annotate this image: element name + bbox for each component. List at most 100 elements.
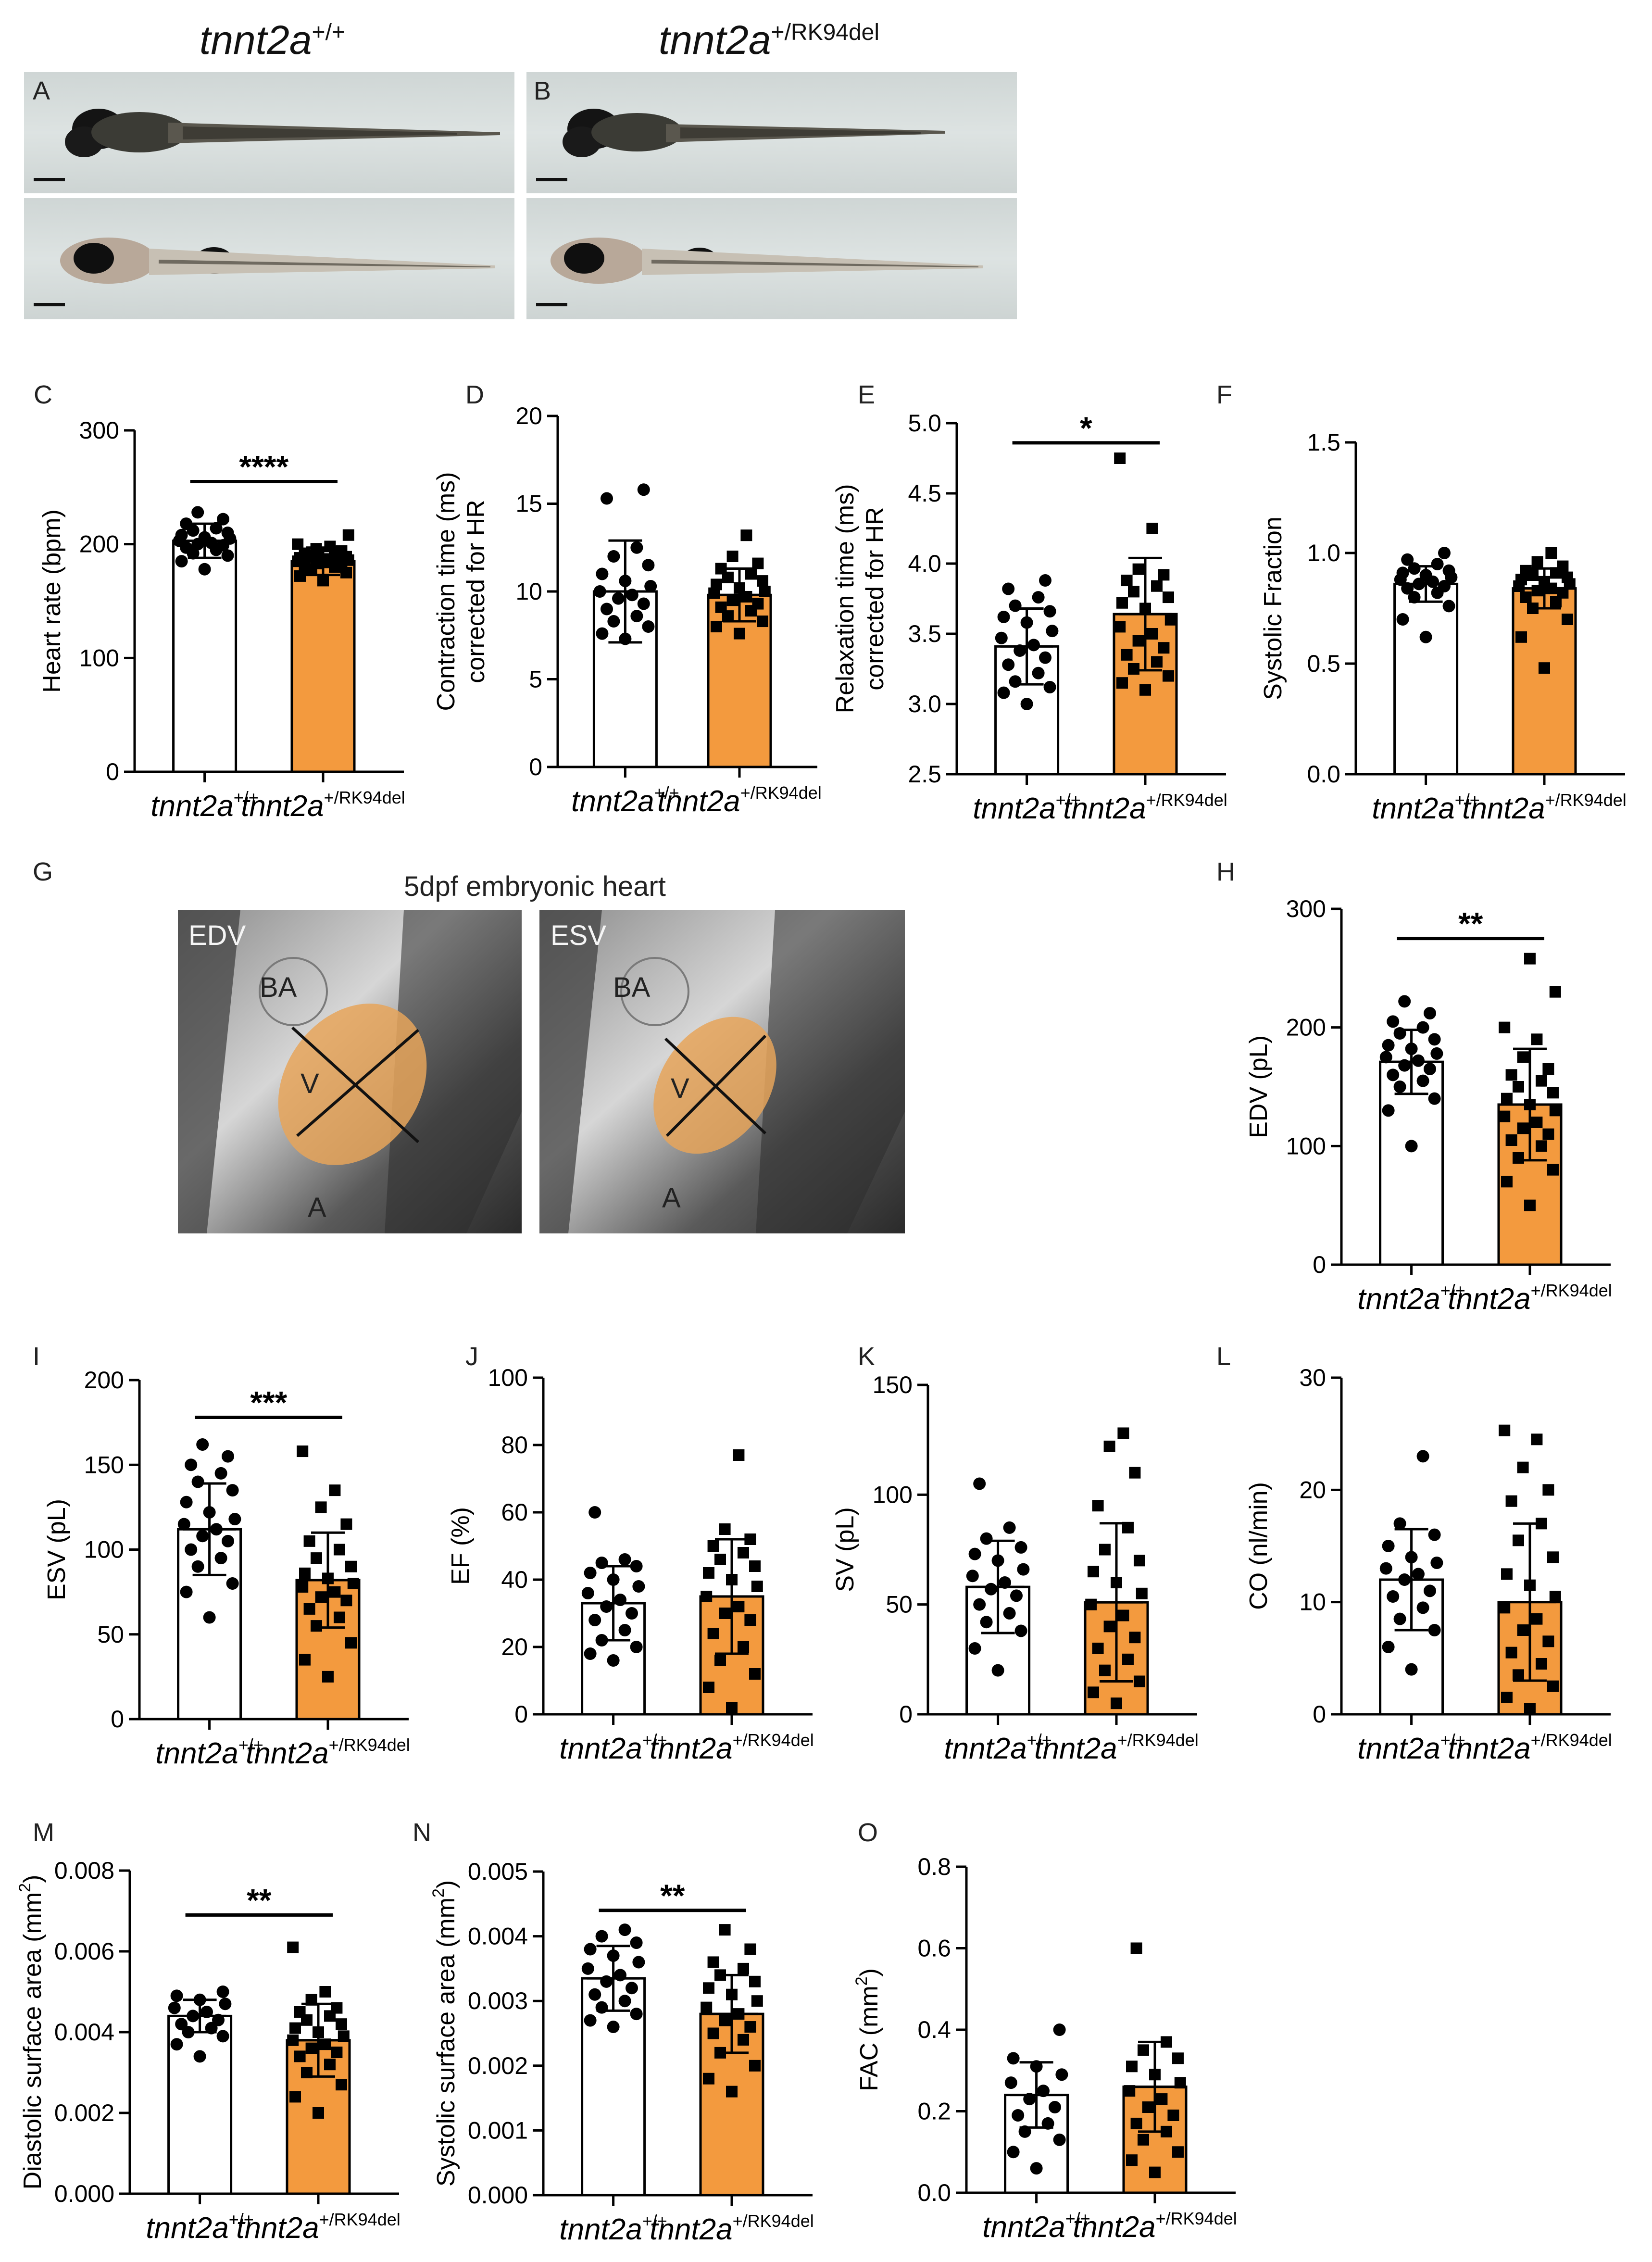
y-tick-label: 0.005 xyxy=(468,1858,528,1885)
heart-panel-title: 5dpf embryonic heart xyxy=(404,871,666,902)
y-axis-label-text: Diastolic surface area (mm xyxy=(19,1892,47,2189)
data-point-wt xyxy=(1387,1015,1400,1028)
category-label-sup: +/RK94del xyxy=(1146,790,1227,810)
heart-esv-label: ESV xyxy=(551,920,607,951)
data-point-wt xyxy=(581,1587,594,1599)
data-point-mut xyxy=(715,601,727,613)
panel-label-j: J xyxy=(465,1342,478,1371)
data-point-mut xyxy=(738,1547,749,1558)
data-point-wt xyxy=(618,1995,631,2008)
data-point-mut xyxy=(1129,1467,1141,1479)
chart-contraction-time: 05101520tnnt2a+/+tnnt2a+/RK94delContract… xyxy=(433,404,822,818)
data-point-mut xyxy=(1547,1680,1559,1692)
data-point-mut xyxy=(1163,591,1174,603)
y-tick-label: 60 xyxy=(501,1499,528,1526)
category-label-sup: +/+ xyxy=(654,783,679,803)
data-point-mut xyxy=(317,575,329,587)
data-point-wt xyxy=(1003,1607,1016,1620)
category-label-sup: +/+ xyxy=(234,788,259,807)
data-point-mut xyxy=(1164,614,1176,626)
data-point-mut xyxy=(1542,1484,1554,1496)
data-point-wt xyxy=(1007,2146,1020,2159)
data-point-wt xyxy=(1408,591,1421,603)
data-point-mut xyxy=(707,1628,719,1639)
data-point-mut xyxy=(305,2042,317,2054)
header-wt-sup: +/+ xyxy=(312,20,345,45)
category-label-wt: tnnt2a+/+ xyxy=(155,1735,263,1770)
data-point-wt xyxy=(175,555,188,568)
y-tick-label: 15 xyxy=(515,490,542,517)
heart-esv-v-label: V xyxy=(671,1073,689,1104)
data-point-wt xyxy=(180,1495,193,1508)
data-point-mut xyxy=(1151,656,1163,668)
y-axis-label-sup: 2 xyxy=(852,1976,871,1986)
data-point-mut xyxy=(1163,670,1174,682)
data-point-mut xyxy=(1517,1122,1529,1134)
data-point-mut xyxy=(1505,1069,1517,1081)
data-point-mut xyxy=(744,1614,756,1626)
bar-wt xyxy=(1393,582,1459,776)
data-point-mut xyxy=(1103,1621,1115,1633)
data-point-wt xyxy=(203,1611,216,1624)
data-point-wt xyxy=(642,620,655,633)
data-point-wt xyxy=(196,1438,209,1451)
y-tick-label: 3.0 xyxy=(908,691,941,717)
data-point-wt xyxy=(997,686,1010,699)
data-point-wt xyxy=(626,1982,638,1995)
data-point-mut xyxy=(292,538,304,550)
y-tick-label: 0.0 xyxy=(917,2179,951,2206)
data-point-wt xyxy=(1382,1540,1395,1552)
data-point-mut xyxy=(707,2027,719,2039)
data-point-mut xyxy=(1513,1534,1524,1546)
y-tick-label: 0.004 xyxy=(468,1923,528,1950)
data-point-wt xyxy=(1428,1624,1441,1636)
data-point-mut xyxy=(294,570,306,582)
y-tick-label: 0 xyxy=(514,1701,528,1728)
data-point-mut xyxy=(303,1535,315,1547)
data-point-mut xyxy=(345,1560,357,1572)
data-point-wt xyxy=(607,550,620,563)
data-point-mut xyxy=(1513,1081,1524,1093)
data-point-wt xyxy=(596,567,609,580)
data-point-mut xyxy=(336,2018,347,2030)
data-point-wt xyxy=(1002,658,1015,671)
data-point-wt xyxy=(221,549,234,562)
heart-esv-ba-label: BA xyxy=(613,972,651,1003)
category-label-base: tnnt2a xyxy=(246,1737,328,1770)
data-point-wt xyxy=(1398,995,1411,1008)
data-point-mut xyxy=(329,1484,341,1496)
category-label-base: tnnt2a xyxy=(1448,1282,1530,1316)
y-axis-label: Heart rate (bpm) xyxy=(38,509,66,692)
category-label-wt: tnnt2a+/+ xyxy=(1372,790,1479,825)
data-point-mut xyxy=(1536,1658,1547,1670)
data-point-wt xyxy=(581,1962,594,1975)
data-point-wt xyxy=(216,1986,229,1998)
heart-edv-v-label: V xyxy=(300,1068,319,1099)
data-point-wt xyxy=(210,522,223,535)
data-point-wt xyxy=(1009,599,1022,612)
data-point-wt xyxy=(1010,1589,1023,1602)
data-point-wt xyxy=(630,541,643,554)
data-point-mut xyxy=(714,1655,726,1666)
y-tick-label: 0 xyxy=(106,758,119,785)
data-point-mut xyxy=(336,2079,347,2091)
y-tick-label: 10 xyxy=(1299,1589,1326,1616)
y-tick-label: 100 xyxy=(79,644,119,671)
category-label-mut: tnnt2a+/RK94del xyxy=(246,1735,410,1770)
data-point-mut xyxy=(313,2107,324,2119)
panel-label-l: L xyxy=(1216,1342,1231,1371)
data-point-mut xyxy=(1499,1021,1511,1033)
data-point-wt xyxy=(607,2021,620,2034)
bar-wt xyxy=(172,540,238,773)
data-point-wt xyxy=(170,1989,183,2002)
data-point-mut xyxy=(1149,2166,1161,2178)
panel-label-b: B xyxy=(534,76,551,105)
category-label-sup: +/RK94del xyxy=(1156,2209,1237,2228)
y-axis-label-sup: 2 xyxy=(429,1888,448,1898)
data-point-wt xyxy=(185,1458,198,1471)
significance-stars: **** xyxy=(239,449,288,485)
data-point-mut xyxy=(331,2047,343,2058)
category-label-mut: tnnt2a+/RK94del xyxy=(1462,790,1627,825)
data-point-mut xyxy=(707,1540,719,1552)
